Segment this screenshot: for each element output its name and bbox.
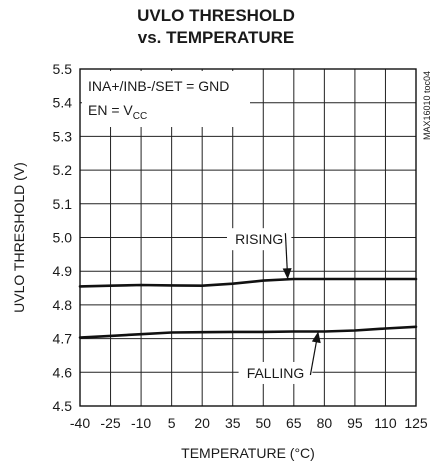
x-tick-label: 65 xyxy=(286,415,302,431)
annotation-layer: INA+/INB-/SET = GND EN = VCC MAX16010 toc0… xyxy=(82,71,432,384)
x-tick-label: 95 xyxy=(347,415,363,431)
y-tick-label: 5.3 xyxy=(53,128,73,144)
annotation-label-bg xyxy=(238,361,313,384)
x-tick-label: 80 xyxy=(317,415,333,431)
figure-id: MAX16010 toc04 xyxy=(422,71,432,140)
x-tick-label: -25 xyxy=(100,415,120,431)
condition-en-label: EN = V xyxy=(88,102,133,118)
y-tick-label: 4.6 xyxy=(53,364,73,380)
y-tick-label: 4.7 xyxy=(53,331,73,347)
chart-title-line2: vs. TEMPERATURE xyxy=(137,28,295,47)
x-tick-label: 110 xyxy=(374,415,397,431)
axis-layer: -40 -25 -10 5 20 35 50 65 80 95 110 125 4.5 4.6 4.7 4.8… xyxy=(11,61,428,461)
chart-title-line1: UVLO THRESHOLD xyxy=(137,6,295,25)
y-tick-label: 4.9 xyxy=(53,263,73,279)
annotation-arrowhead xyxy=(311,331,321,344)
condition-line-1: INA+/INB-/SET = GND xyxy=(88,78,229,94)
y-tick-label: 5.4 xyxy=(53,95,73,111)
annotation-rising: RISING xyxy=(235,231,283,247)
y-tick-label: 4.5 xyxy=(53,398,73,414)
series-layer xyxy=(78,277,418,339)
x-tick-label: 35 xyxy=(225,415,241,431)
x-tick-label: 5 xyxy=(168,415,176,431)
annotation-arrowhead xyxy=(282,268,292,280)
condition-line-2: EN = VCC xyxy=(88,102,147,122)
y-tick-label: 5.1 xyxy=(53,196,73,212)
y-tick-label: 5.5 xyxy=(53,61,73,77)
x-tick-label: -10 xyxy=(131,415,151,431)
series-line-falling xyxy=(78,325,418,339)
conditions-box xyxy=(82,71,250,127)
y-tick-label: 5.0 xyxy=(53,230,73,246)
y-tick-label: 5.2 xyxy=(53,162,73,178)
x-tick-label: 50 xyxy=(255,415,271,431)
condition-vcc-subscript: CC xyxy=(133,111,147,122)
x-tick-label: -40 xyxy=(70,415,90,431)
y-tick-label: 4.8 xyxy=(53,297,73,313)
x-tick-label: 20 xyxy=(194,415,210,431)
y-axis-label: UVLO THRESHOLD (V) xyxy=(11,162,27,313)
x-axis-label: TEMPERATURE (°C) xyxy=(181,445,315,461)
plot-frame xyxy=(79,68,417,407)
x-tick-label: 125 xyxy=(404,415,428,431)
series-line-rising xyxy=(78,277,418,288)
annotation-label-bg xyxy=(227,228,292,251)
annotation-falling: FALLING xyxy=(247,365,305,381)
